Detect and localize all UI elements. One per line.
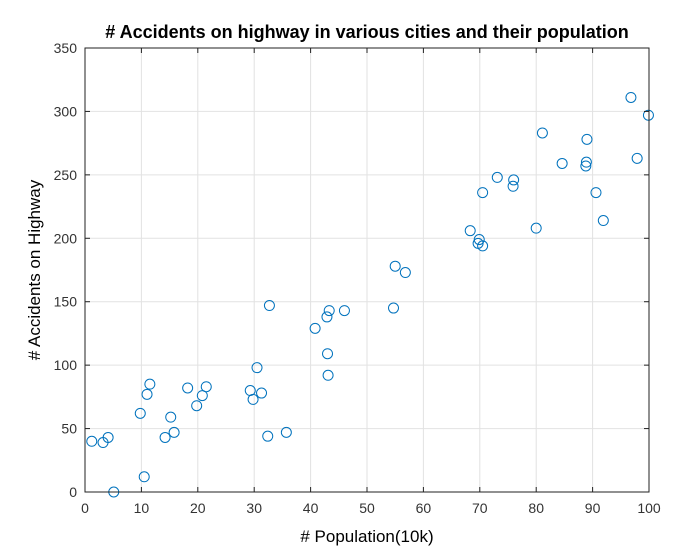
data-point — [530, 222, 542, 234]
data-point — [338, 305, 350, 317]
data-point — [144, 378, 156, 390]
data-point — [321, 311, 333, 323]
x-tick-label: 20 — [190, 500, 206, 516]
chart-title: # Accidents on highway in various cities… — [105, 22, 628, 42]
data-point — [399, 267, 411, 279]
y-tick-label: 200 — [54, 230, 78, 246]
data-point — [251, 362, 263, 374]
y-tick-label: 150 — [54, 294, 78, 310]
x-tick-label: 90 — [585, 500, 601, 516]
data-point — [473, 234, 485, 246]
x-tick-label: 80 — [528, 500, 544, 516]
x-tick-label: 40 — [303, 500, 319, 516]
data-point — [247, 393, 259, 405]
grid-lines — [85, 48, 649, 492]
y-tick-label: 50 — [61, 421, 77, 437]
y-tick-label: 300 — [54, 103, 78, 119]
data-points — [86, 91, 654, 498]
data-point — [556, 157, 568, 169]
data-point — [507, 180, 519, 192]
data-point — [165, 411, 177, 423]
data-point — [322, 348, 334, 360]
x-tick-label: 0 — [81, 500, 89, 516]
data-point — [134, 407, 146, 419]
x-tick-label: 30 — [246, 500, 262, 516]
x-tick-label: 60 — [416, 500, 432, 516]
y-tick-label: 0 — [69, 484, 77, 500]
x-tick-label: 100 — [637, 500, 661, 516]
data-point — [477, 187, 489, 199]
data-point — [200, 381, 212, 393]
data-point — [309, 322, 321, 334]
data-point — [508, 174, 520, 186]
data-point — [631, 152, 643, 164]
y-axis-label: # Accidents on Highway — [25, 179, 44, 360]
data-point — [280, 426, 292, 438]
data-point — [196, 390, 208, 402]
x-tick-label: 70 — [472, 500, 488, 516]
data-point — [590, 187, 602, 199]
data-point — [141, 388, 153, 400]
data-point — [256, 387, 268, 399]
data-point — [322, 369, 334, 381]
x-tick-label: 50 — [359, 500, 375, 516]
data-point — [389, 260, 401, 272]
data-point — [182, 382, 194, 394]
data-point — [491, 171, 503, 183]
data-point — [263, 300, 275, 312]
y-tick-label: 250 — [54, 167, 78, 183]
axis-ticks: 0 10 20 30 40 50 60 70 80 90 100 0 50 100 150 200 250 300… — [54, 40, 661, 516]
data-point — [464, 225, 476, 237]
data-point — [580, 156, 592, 168]
data-point — [642, 109, 654, 121]
y-tick-label: 350 — [54, 40, 78, 56]
data-point — [388, 302, 400, 314]
data-point — [86, 435, 98, 447]
data-point — [580, 160, 592, 172]
data-point — [597, 215, 609, 227]
data-point — [191, 400, 203, 412]
data-point — [138, 471, 150, 483]
x-tick-label: 10 — [134, 500, 150, 516]
data-point — [323, 305, 335, 317]
y-tick-label: 100 — [54, 357, 78, 373]
x-axis-label: # Population(10k) — [300, 527, 433, 546]
data-point — [168, 426, 180, 438]
data-point — [102, 431, 114, 443]
data-point — [625, 91, 637, 103]
data-point — [536, 127, 548, 139]
data-point — [159, 431, 171, 443]
data-point — [262, 430, 274, 442]
data-point — [477, 240, 489, 252]
data-point — [581, 133, 593, 145]
